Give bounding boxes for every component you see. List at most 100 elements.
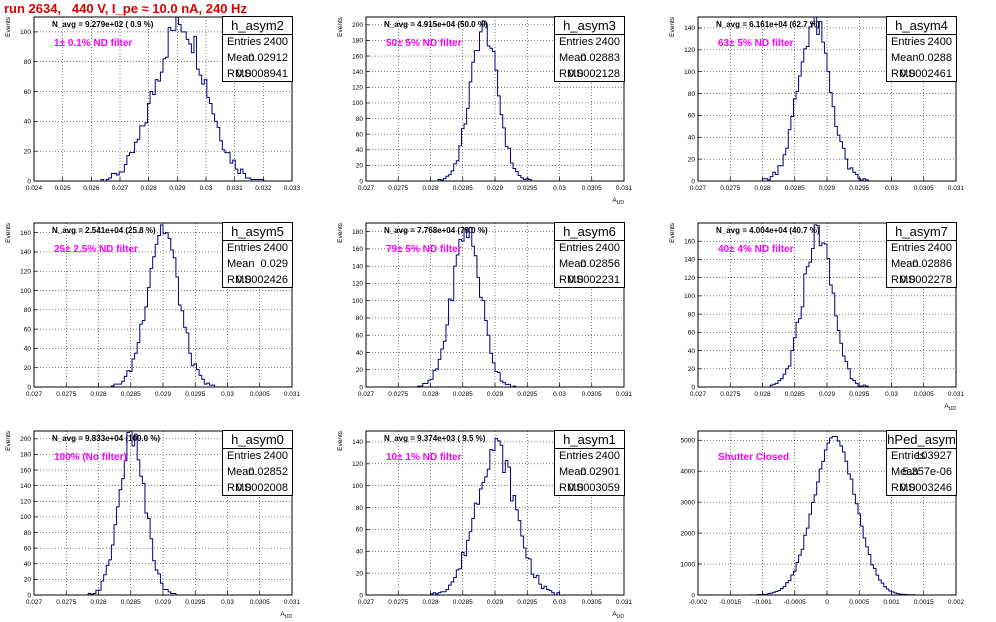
histogram-panel-h_asym0: 0.027 0.0275 0.028 0.0285 0.029 0.0295 0.03 0.0… xyxy=(5,430,301,620)
filter-label: 25± 2.5% ND filter xyxy=(54,244,138,255)
histogram-panel-h_asym1: 0.027 0.0275 0.028 0.0285 0.029 0.0295 0.03 0.0… xyxy=(337,430,633,620)
stats-box: h_asym7 Entries 2400 Mean 0.02886 RMS 0.000227… xyxy=(886,222,957,288)
y-tick-label: 80 xyxy=(24,59,32,66)
x-tick-label: 0.0305 xyxy=(582,185,602,192)
stats-value: 0.0003246 xyxy=(900,482,952,494)
stats-row-rms: RMS 0.0008941 xyxy=(227,66,288,82)
y-tick-label: 20 xyxy=(688,156,696,163)
x-tick-label: 0.0305 xyxy=(914,185,934,192)
stats-row-rms: RMS 0.0002426 xyxy=(227,272,288,288)
stats-value: 2400 xyxy=(595,450,620,462)
stats-value: 0.0002231 xyxy=(568,274,620,286)
stats-box: h_asym0 Entries 2400 Mean 0.02852 RMS 0.000200… xyxy=(222,430,293,496)
y-tick-label: 180 xyxy=(20,452,31,459)
stats-key: Mean xyxy=(227,466,255,478)
stats-row-mean: Mean 0.02883 xyxy=(559,50,620,66)
stats-histogram-name: h_asym1 xyxy=(555,431,624,449)
stats-row-entries: Entries 103927 xyxy=(891,448,952,464)
stats-key: Mean xyxy=(227,258,255,270)
stats-value: 0.0003059 xyxy=(568,482,620,494)
stats-key: RMS xyxy=(559,482,584,494)
x-tick-label: 0.027 xyxy=(358,599,375,606)
x-axis-label: AUD xyxy=(944,403,956,412)
filter-label: 100% (No filter) xyxy=(54,452,127,463)
stats-row-entries: Entries 2400 xyxy=(227,448,288,464)
x-tick-label: 0.0285 xyxy=(785,185,805,192)
y-tick-label: 80 xyxy=(356,315,364,322)
stats-box: h_asym5 Entries 2400 Mean 0.029 RMS 0.0002426 xyxy=(222,222,293,288)
y-tick-label: 40 xyxy=(24,119,32,126)
y-tick-label: 160 xyxy=(352,53,363,60)
stats-value: 2400 xyxy=(263,36,288,48)
stats-value: 0.02886 xyxy=(912,258,952,270)
x-tick-label: 0.028 xyxy=(422,391,439,398)
x-tick-label: 0.029 xyxy=(155,599,172,606)
stats-box: h_asym6 Entries 2400 Mean 0.02856 RMS 0.000223… xyxy=(554,222,625,288)
stats-value: 0.0002426 xyxy=(236,274,288,286)
stats-row-entries: Entries 2400 xyxy=(559,448,620,464)
y-tick-label: 0 xyxy=(27,178,31,185)
y-tick-label: 160 xyxy=(20,230,31,237)
stats-row-rms: RMS 0.0002008 xyxy=(227,480,288,496)
stats-key: RMS xyxy=(227,482,252,494)
stats-key: Mean xyxy=(559,258,587,270)
x-tick-label: 0.028 xyxy=(141,185,158,192)
stats-key: RMS xyxy=(891,482,916,494)
y-tick-label: 100 xyxy=(352,483,363,490)
stats-row-entries: Entries 2400 xyxy=(227,240,288,256)
x-tick-label: 0.029 xyxy=(155,391,172,398)
stats-value: 2400 xyxy=(595,36,620,48)
y-tick-label: 100 xyxy=(20,288,31,295)
x-tick-label: 0.027 xyxy=(690,391,707,398)
x-tick-label: 0.0275 xyxy=(388,391,408,398)
y-tick-label: 0 xyxy=(691,178,695,185)
x-tick-label: 0.03 xyxy=(553,185,566,192)
x-tick-label: 0.031 xyxy=(227,185,244,192)
histogram-panel-h_asym5: 0.027 0.0275 0.028 0.0285 0.029 0.0295 0.03 0.0… xyxy=(5,222,301,398)
y-tick-label: 0 xyxy=(691,592,695,599)
y-tick-label: 60 xyxy=(356,333,364,340)
x-tick-label: 0.027 xyxy=(26,599,43,606)
y-axis-label: Events xyxy=(5,430,12,451)
y-tick-label: 20 xyxy=(24,365,32,372)
x-tick-label: 0.028 xyxy=(754,185,771,192)
x-tick-label: 0.0305 xyxy=(582,599,602,606)
x-axis-label: AUD xyxy=(280,611,292,620)
stats-row-mean: Mean 0.02901 xyxy=(559,464,620,480)
histogram-plot: 0.027 0.0275 0.028 0.0285 0.029 0.0295 0.03 0.0… xyxy=(669,16,965,192)
y-tick-label: 160 xyxy=(352,246,363,253)
y-tick-label: 120 xyxy=(352,281,363,288)
y-axis-label: Events xyxy=(669,16,676,37)
stats-key: RMS xyxy=(227,274,252,286)
y-tick-label: 80 xyxy=(24,530,32,537)
y-axis-label: Events xyxy=(5,16,12,37)
x-tick-label: 0.033 xyxy=(284,185,301,192)
y-tick-label: 140 xyxy=(20,483,31,490)
y-tick-label: 80 xyxy=(688,311,696,318)
stats-histogram-name: h_asym6 xyxy=(555,223,624,241)
x-tick-label: 0.027 xyxy=(112,185,129,192)
y-tick-label: 40 xyxy=(24,561,32,568)
y-tick-label: 100 xyxy=(352,100,363,107)
y-tick-label: 60 xyxy=(24,89,32,96)
y-tick-label: 140 xyxy=(352,263,363,270)
y-tick-label: 120 xyxy=(684,275,695,282)
histogram-panel-hPed_asym: -0.002 -0.0015 -0.001 -0.0005 0 0.0005 0.001 0.… xyxy=(681,430,965,606)
stats-value: 0.029 xyxy=(260,258,288,270)
y-tick-label: 40 xyxy=(688,135,696,142)
x-tick-label: 0.031 xyxy=(616,391,633,398)
stats-row-rms: RMS 0.0002128 xyxy=(559,66,620,82)
histogram-panel-h_asym3: 0.027 0.0275 0.028 0.0285 0.029 0.0295 0.03 0.0… xyxy=(337,16,633,206)
stats-key: Mean xyxy=(891,52,919,64)
stats-box: hPed_asym Entries 103927 Mean 5.357e-06 RMS 0.… xyxy=(886,430,957,496)
x-axis-label: AUD xyxy=(612,197,624,206)
stats-row-mean: Mean 0.02852 xyxy=(227,464,288,480)
x-tick-label: 0.0285 xyxy=(121,391,141,398)
x-tick-label: 0.0295 xyxy=(517,391,537,398)
x-tick-label: 0.0015 xyxy=(914,599,934,606)
filter-label: Shutter Closed xyxy=(718,452,790,463)
x-tick-label: 0.0285 xyxy=(453,185,473,192)
x-tick-label: 0.0275 xyxy=(720,391,740,398)
x-tick-label: 0.027 xyxy=(26,391,43,398)
x-tick-label: 0.028 xyxy=(422,599,439,606)
